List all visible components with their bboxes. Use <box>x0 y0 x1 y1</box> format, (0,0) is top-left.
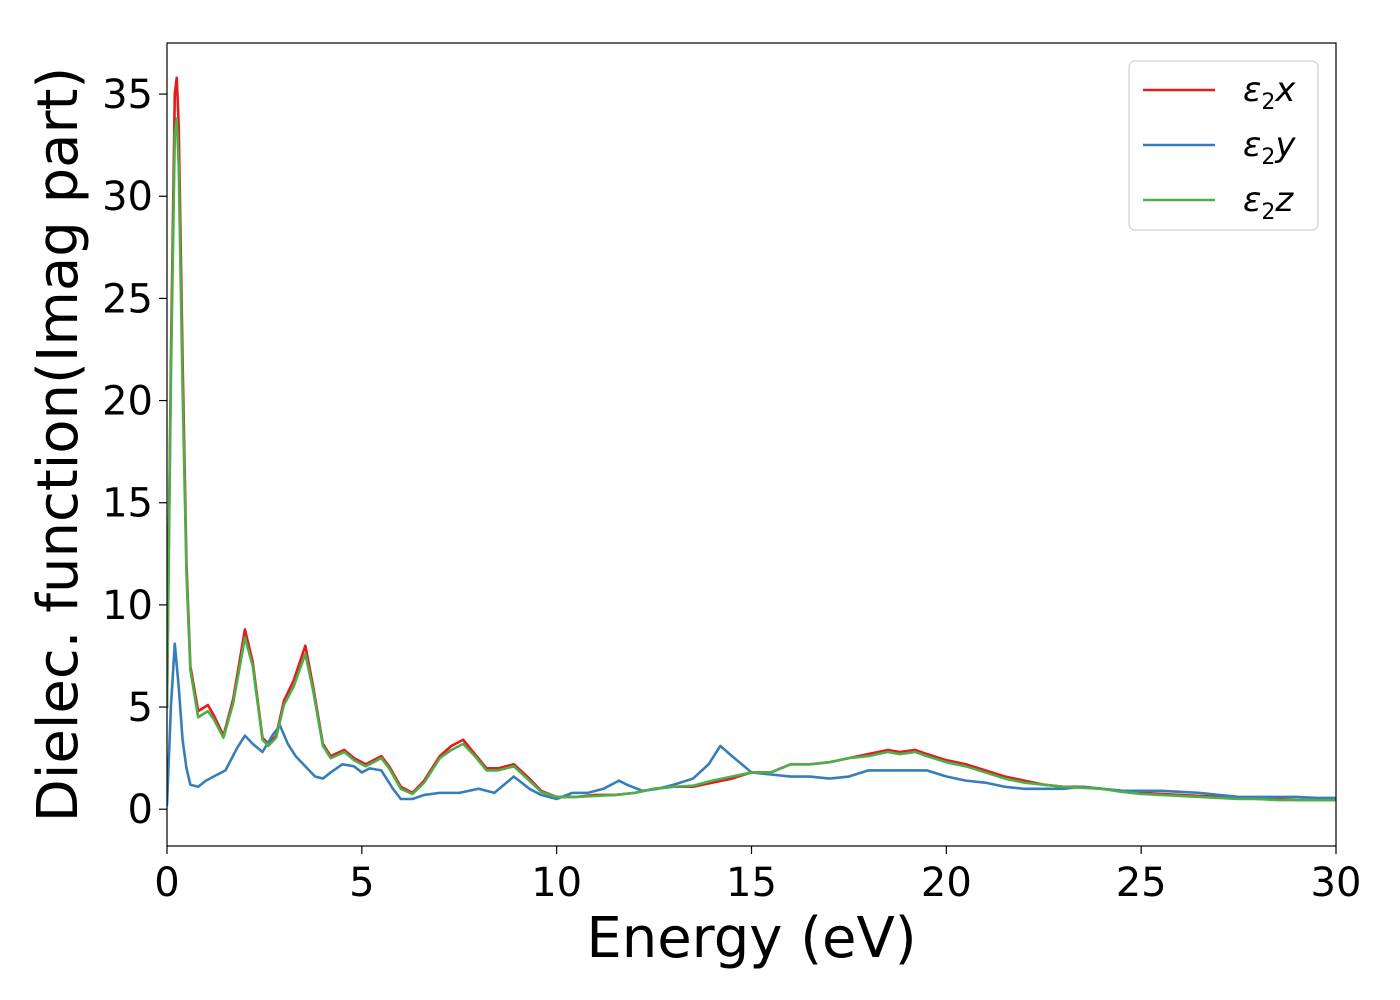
y-tick-label: 30 <box>102 174 153 220</box>
legend-label-y: ε2y <box>1243 125 1296 170</box>
y-tick-label: 25 <box>102 276 153 322</box>
y-tick-label: 20 <box>102 379 153 425</box>
x-axis: 0 5 10 15 20 25 30 <box>154 846 1361 906</box>
x-axis-title: Energy (eV) <box>586 906 916 971</box>
legend-variable: z <box>1274 180 1294 220</box>
x-tick-label: 20 <box>921 860 972 906</box>
legend-subscript: 2 <box>1261 200 1275 225</box>
series-line-y <box>167 642 1336 807</box>
y-tick-label: 10 <box>102 583 153 629</box>
x-tick-label: 25 <box>1116 860 1167 906</box>
legend-variable: x <box>1274 70 1296 110</box>
x-tick-label: 0 <box>154 860 179 906</box>
x-tick-label: 15 <box>726 860 777 906</box>
y-tick-label: 0 <box>128 787 153 833</box>
x-tick-label: 30 <box>1311 860 1362 906</box>
series-layer <box>167 76 1336 807</box>
legend-symbol: ε <box>1243 180 1261 220</box>
y-axis-title: Dielec. function(Imag part) <box>26 67 91 823</box>
y-tick-label: 5 <box>128 685 153 731</box>
y-tick-label: 35 <box>102 72 153 118</box>
legend-symbol: ε <box>1243 125 1261 165</box>
legend-box <box>1128 60 1319 231</box>
legend-symbol: ε <box>1243 70 1261 110</box>
legend-subscript: 2 <box>1261 145 1275 170</box>
x-tick-label: 5 <box>349 860 374 906</box>
y-tick-label: 15 <box>102 481 153 527</box>
x-tick-label: 10 <box>531 860 582 906</box>
legend-label-x: ε2x <box>1243 70 1296 115</box>
legend-variable: y <box>1274 125 1296 165</box>
legend-label-z: ε2z <box>1243 180 1294 225</box>
y-axis: 0 5 10 15 20 25 30 35 <box>102 72 167 833</box>
legend-subscript: 2 <box>1261 90 1275 115</box>
series-line-z <box>167 117 1336 802</box>
